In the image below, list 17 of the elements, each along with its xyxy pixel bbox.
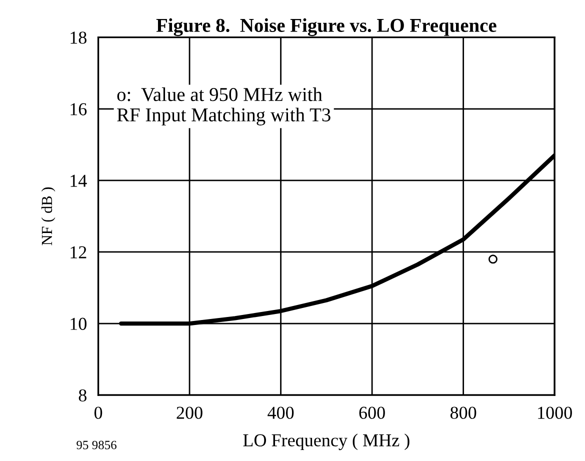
x-tick-label: 0: [94, 406, 102, 419]
y-tick-label: 12: [70, 246, 86, 258]
x-tick-label: 600: [359, 406, 385, 419]
chart-title: Figure 8. Noise Figure vs. LO Frequence: [156, 18, 496, 36]
annotation: o: Value at 950 MHz with RF Input Matching with T3: [117, 87, 330, 126]
x-axis-title: LO Frequency ( MHz ): [243, 434, 410, 450]
x-tick-label: 1000: [538, 406, 572, 419]
x-tick-label: 800: [450, 406, 476, 419]
y-tick-label: 14: [70, 174, 87, 187]
y-tick-label: 16: [70, 103, 87, 116]
y-tick-label: 18: [70, 32, 86, 44]
text: 95 9856: [76, 440, 116, 450]
x-tick-label: 200: [176, 406, 202, 419]
x-tick-label: 400: [268, 406, 294, 419]
y-tick-label: 10: [70, 318, 86, 330]
y-tick-label: 8: [78, 389, 86, 402]
y-axis-title: NF ( dB ): [41, 187, 56, 246]
